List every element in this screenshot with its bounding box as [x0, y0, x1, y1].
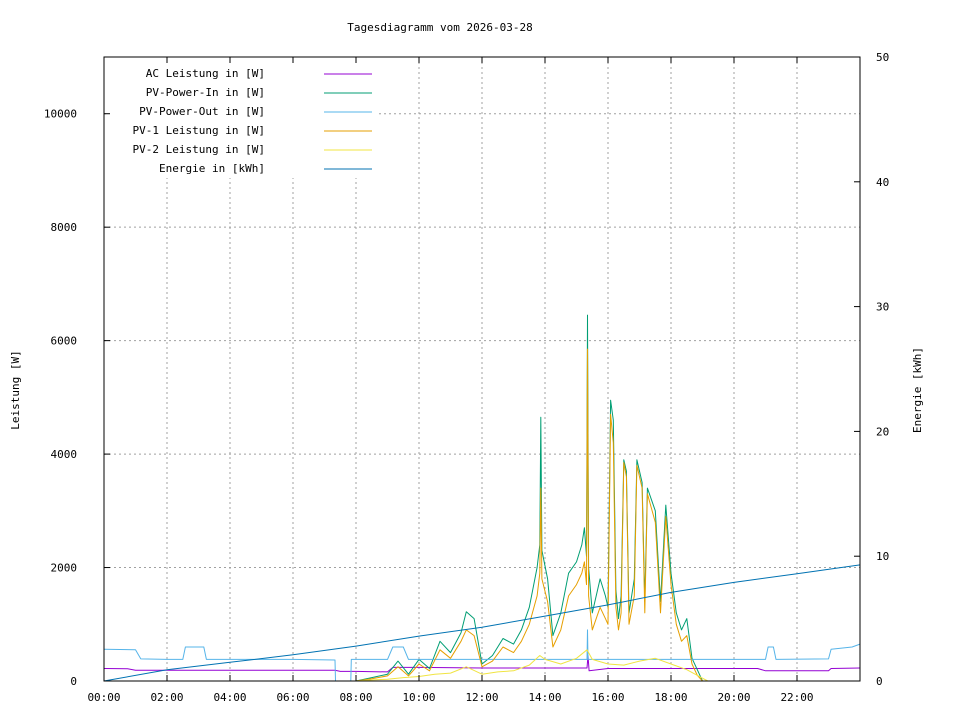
x-tick-label: 22:00 — [780, 691, 813, 704]
series-line-3 — [103, 629, 861, 682]
y-tick-label: 4000 — [51, 448, 78, 461]
y2-axis-label: Energie [kWh] — [911, 347, 924, 433]
x-tick-label: 16:00 — [591, 691, 624, 704]
x-tick-label: 00:00 — [87, 691, 120, 704]
x-tick-label: 10:00 — [402, 691, 435, 704]
x-tick-label: 08:00 — [339, 691, 372, 704]
y-axis-label: Leistung [W] — [9, 350, 22, 429]
y-tick-label: 0 — [70, 675, 77, 688]
x-tick-label: 06:00 — [276, 691, 309, 704]
legend: AC Leistung in [W] PV-Power-In in [W] PV-P… — [133, 67, 372, 175]
y2-tick-label: 40 — [876, 176, 889, 189]
legend-label: PV-1 Leistung in [W] — [133, 124, 265, 137]
legend-label: PV-Power-Out in [W] — [139, 105, 265, 118]
legend-label: PV-Power-In in [W] — [146, 86, 265, 99]
series-line-2 — [355, 314, 703, 682]
y2-tick-label: 50 — [876, 51, 889, 64]
series-line-6 — [103, 564, 861, 682]
legend-label: PV-2 Leistung in [W] — [133, 143, 265, 156]
axes: 00:00 02:00 04:00 06:00 08:00 10:00 12:00 14:00… — [44, 51, 889, 704]
y-tick-label: 6000 — [51, 335, 78, 348]
y-tick-label: 8000 — [51, 221, 78, 234]
series-line-1 — [103, 655, 861, 673]
legend-label: AC Leistung in [W] — [146, 67, 265, 80]
x-tick-label: 18:00 — [654, 691, 687, 704]
legend-label: Energie in [kWh] — [159, 162, 265, 175]
y-tick-label: 10000 — [44, 108, 77, 121]
series-lines — [103, 314, 861, 682]
y2-tick-label: 20 — [876, 425, 889, 438]
series-line-5 — [355, 649, 709, 682]
y-tick-label: 2000 — [51, 562, 78, 575]
y2-tick-label: 0 — [876, 675, 883, 688]
series-line-4 — [355, 348, 703, 682]
x-tick-label: 14:00 — [528, 691, 561, 704]
x-tick-label: 02:00 — [150, 691, 183, 704]
x-tick-label: 20:00 — [717, 691, 750, 704]
y2-tick-label: 10 — [876, 550, 889, 563]
x-tick-label: 04:00 — [213, 691, 246, 704]
chart-title: Tagesdiagramm vom 2026-03-28 — [347, 21, 532, 34]
legend-background — [106, 58, 378, 178]
x-tick-label: 12:00 — [465, 691, 498, 704]
y2-tick-label: 30 — [876, 301, 889, 314]
